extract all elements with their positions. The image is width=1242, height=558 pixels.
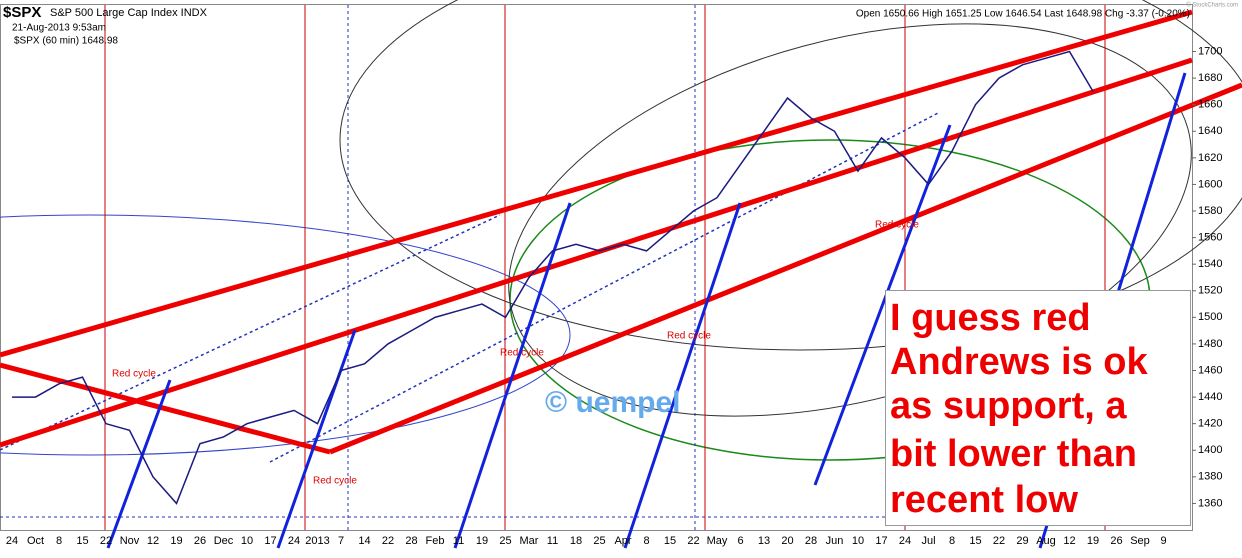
x-tick-label: 24 [899, 535, 911, 547]
note-line: Andrews is ok [890, 341, 1148, 383]
x-tick-label: 19 [1087, 535, 1099, 547]
note-box [885, 290, 1191, 526]
x-tick-label: 11 [453, 535, 464, 547]
x-tick-label: 20 [781, 535, 793, 547]
x-tick-label: 22 [382, 535, 394, 547]
y-tick-label: 1460 [1198, 364, 1222, 376]
x-tick-label: 7 [338, 535, 344, 547]
y-tick-label: 1500 [1198, 311, 1222, 323]
x-tick-label: 29 [1016, 535, 1028, 547]
watermark: © StockCharts.com [1186, 2, 1238, 9]
x-tick-label: 6 [737, 535, 743, 547]
x-tick-label: 12 [147, 535, 159, 547]
subtitle: S&P 500 Large Cap Index INDX [50, 7, 208, 19]
note-line: recent low [890, 479, 1078, 521]
x-tick-label: 17 [264, 535, 276, 547]
x-tick-label: 8 [643, 535, 649, 547]
ohlc: Open 1650.66 High 1651.25 Low 1646.54 La… [856, 9, 1190, 20]
x-tick-label: 17 [875, 535, 887, 547]
x-tick-label: 28 [805, 535, 817, 547]
x-tick-label: Jun [826, 535, 844, 547]
price-line [12, 50, 1094, 505]
symbol: $SPX [3, 4, 41, 21]
dashed-lines [0, 5, 1192, 530]
x-tick-label: 18 [570, 535, 582, 547]
x-tick-label: 8 [56, 535, 62, 547]
note-line: I guess red [890, 297, 1091, 339]
x-tick-label: 28 [405, 535, 417, 547]
x-tick-label: 15 [664, 535, 676, 547]
x-tick-label: 9 [1160, 535, 1166, 547]
x-tick-label: 22 [687, 535, 699, 547]
series-legend: $SPX (60 min) 1648.98 [14, 36, 118, 47]
note: I guess red Andrews is ok as support, a … [890, 297, 1148, 521]
x-tick-label: 10 [241, 535, 253, 547]
x-tick-label: 26 [194, 535, 206, 547]
x-tick-label: Aug [1036, 535, 1056, 547]
annotation: Red cycle [875, 220, 919, 231]
y-tick-label: 1540 [1198, 258, 1222, 270]
x-tick-label: 15 [969, 535, 981, 547]
annotation: Red cycle [667, 331, 711, 342]
y-tick-label: 1660 [1198, 99, 1222, 111]
x-tick-label: 10 [852, 535, 864, 547]
x-tick-label: 24 [6, 535, 18, 547]
copyright: © uempel [545, 386, 680, 419]
y-tick-label: 1420 [1198, 418, 1222, 430]
andrews-fork [0, 9, 1242, 455]
note-line: bit lower than [890, 433, 1137, 475]
x-tick-label: Mar [520, 535, 539, 547]
y-tick-label: 1440 [1198, 391, 1222, 403]
x-tick-label: Feb [426, 535, 445, 547]
x-tick-label: 19 [170, 535, 182, 547]
y-tick-label: 1620 [1198, 152, 1222, 164]
x-tick-label: Nov [120, 535, 140, 547]
x-tick-label: 14 [358, 535, 370, 547]
annotation: Red cycle [313, 476, 357, 487]
plot-frame [0, 4, 1193, 531]
x-tick-label: 8 [949, 535, 955, 547]
x-tick-label: 15 [76, 535, 88, 547]
y-tick-label: 1400 [1198, 444, 1222, 456]
date: 21-Aug-2013 9:53am [12, 23, 106, 34]
y-tick-label: 1520 [1198, 285, 1222, 297]
y-tick-label: 1360 [1198, 497, 1222, 509]
y-tick-label: 1680 [1198, 72, 1222, 84]
x-tick-label: 22 [100, 535, 112, 547]
x-tick-label: Sep [1130, 535, 1150, 547]
x-tick-label: 25 [499, 535, 511, 547]
y-tick-label: 1600 [1198, 178, 1222, 190]
annotation: Red cycle [112, 369, 156, 380]
x-tick-label: 11 [547, 535, 558, 547]
x-tick-label: 24 [288, 535, 300, 547]
x-tick-label: 2013 [305, 535, 329, 547]
x-tick-label: 12 [1063, 535, 1075, 547]
x-tick-label: 13 [758, 535, 770, 547]
x-tick-label: Dec [214, 535, 234, 547]
y-tick-label: 1580 [1198, 205, 1222, 217]
x-tick-label: 26 [1110, 535, 1122, 547]
note-line: as support, a [890, 385, 1127, 427]
y-tick-label: 1480 [1198, 338, 1222, 350]
x-tick-label: 19 [476, 535, 488, 547]
x-tick-label: May [707, 535, 728, 547]
y-tick-label: 1640 [1198, 125, 1222, 137]
x-tick-label: Oct [27, 535, 44, 547]
x-tick-label: Apr [614, 535, 631, 547]
y-tick-label: 1700 [1198, 45, 1222, 57]
x-tick-label: 25 [593, 535, 605, 547]
y-tick-label: 1560 [1198, 232, 1222, 244]
annotation: Red cycle [500, 348, 544, 359]
x-tick-label: Jul [921, 535, 935, 547]
x-tick-label: 22 [993, 535, 1005, 547]
y-tick-label: 1380 [1198, 471, 1222, 483]
